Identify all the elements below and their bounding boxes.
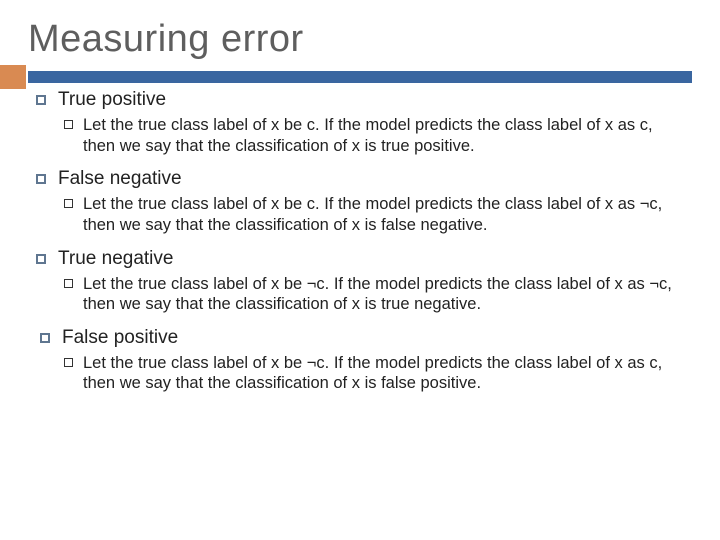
list-item: True negative xyxy=(36,248,692,270)
list-subitem: Let the true class label of x be c. If t… xyxy=(64,115,692,156)
content-area: True positive Let the true class label o… xyxy=(28,89,692,394)
subitem-text: Let the true class label of x be ¬c. If … xyxy=(83,353,686,394)
subitem-text: Let the true class label of x be ¬c. If … xyxy=(83,274,686,315)
underline-bar xyxy=(28,71,692,83)
list-subitem: Let the true class label of x be c. If t… xyxy=(64,194,692,235)
item-label: False positive xyxy=(62,327,178,349)
square-bullet-icon xyxy=(36,254,46,264)
list-item: False positive xyxy=(40,327,692,349)
subitem-text: Let the true class label of x be c. If t… xyxy=(83,115,686,156)
subitem-text: Let the true class label of x be c. If t… xyxy=(83,194,686,235)
item-label: False negative xyxy=(58,168,182,190)
open-square-bullet-icon xyxy=(64,358,73,367)
open-square-bullet-icon xyxy=(64,279,73,288)
list-subitem: Let the true class label of x be ¬c. If … xyxy=(64,274,692,315)
square-bullet-icon xyxy=(40,333,50,343)
list-item: False negative xyxy=(36,168,692,190)
item-label: True negative xyxy=(58,248,173,270)
item-label: True positive xyxy=(58,89,166,111)
list-subitem: Let the true class label of x be ¬c. If … xyxy=(64,353,692,394)
open-square-bullet-icon xyxy=(64,199,73,208)
square-bullet-icon xyxy=(36,95,46,105)
open-square-bullet-icon xyxy=(64,120,73,129)
square-bullet-icon xyxy=(36,174,46,184)
accent-block xyxy=(0,65,26,89)
slide-title: Measuring error xyxy=(28,18,692,61)
list-item: True positive xyxy=(36,89,692,111)
